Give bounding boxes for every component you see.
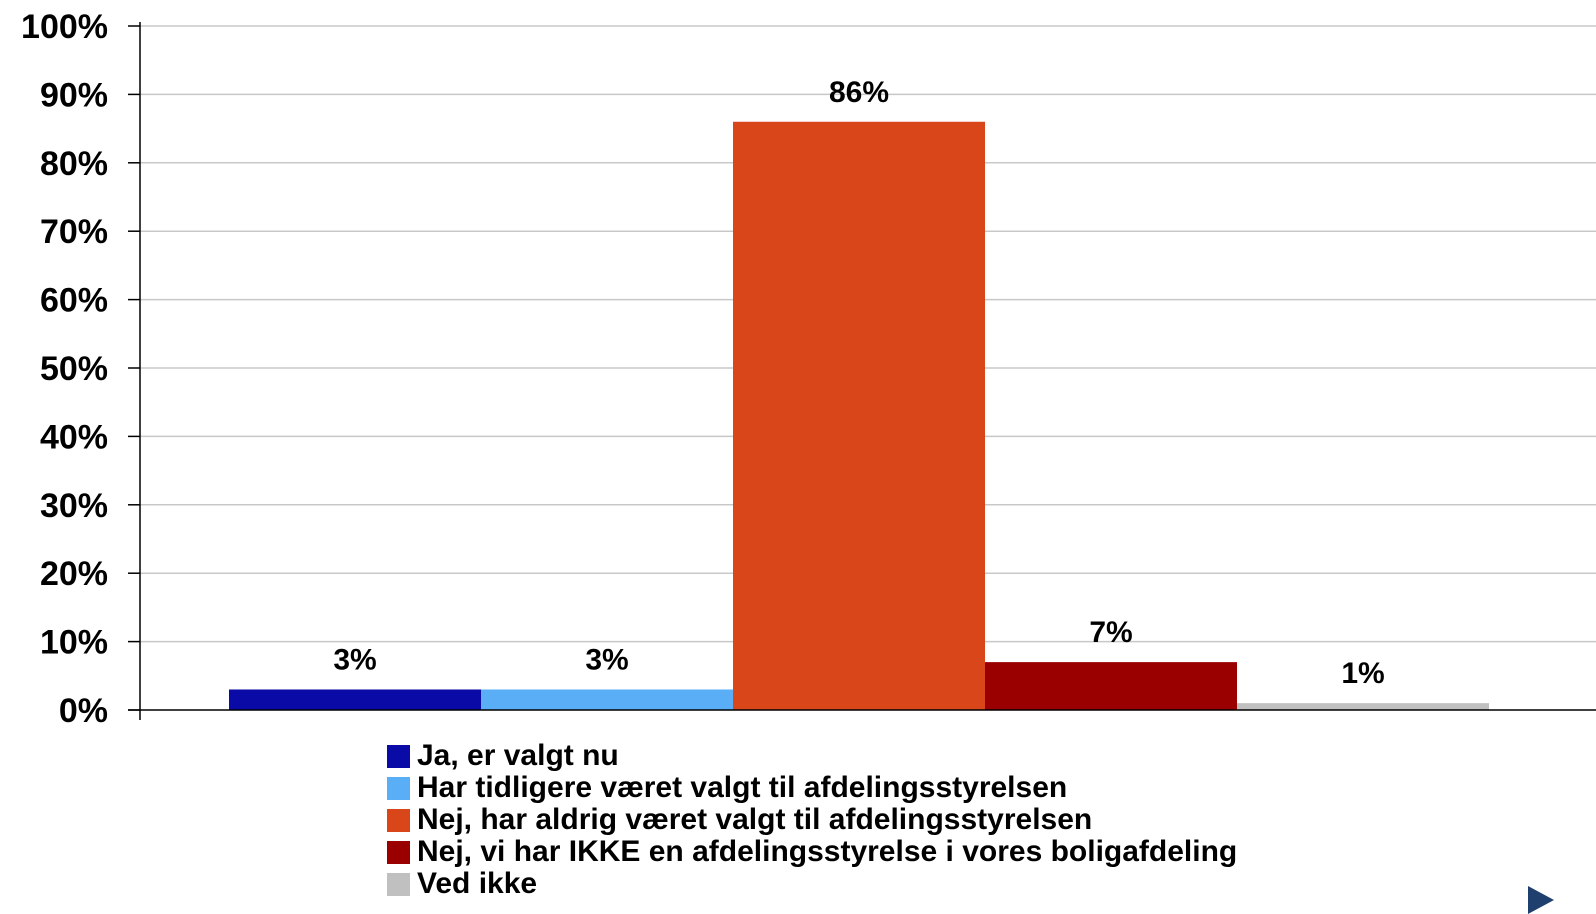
- axes: [128, 22, 1596, 720]
- legend-item: Nej, vi har IKKE en afdelingsstyrelse i …: [387, 836, 1237, 868]
- data-label: 86%: [829, 76, 889, 109]
- bar: [1237, 703, 1489, 710]
- y-tick-label: 30%: [40, 487, 108, 525]
- y-tick-label: 0%: [59, 692, 108, 730]
- legend-label: Har tidligere været valgt til afdelingss…: [417, 771, 1068, 804]
- legend-item: Ja, er valgt nu: [387, 740, 1237, 772]
- legend-swatch: [387, 840, 410, 864]
- legend-swatch: [387, 776, 410, 800]
- y-tick-label: 40%: [40, 418, 108, 456]
- legend-label: Ja, er valgt nu: [417, 739, 619, 772]
- labels: 0% 10% 20% 30% 40% 50% 60% 70% 80% 90% 100% 3% 3% 86%…: [21, 8, 1385, 730]
- y-tick-label: 20%: [40, 555, 108, 593]
- y-tick-label: 90%: [40, 76, 108, 114]
- data-label: 3%: [333, 643, 376, 676]
- legend-label: Nej, vi har IKKE en afdelingsstyrelse i …: [417, 835, 1238, 868]
- y-tick-label: 100%: [21, 8, 108, 46]
- y-tick-label: 10%: [40, 624, 108, 662]
- legend: Ja, er valgt nu Har tidligere været valg…: [387, 740, 1237, 900]
- y-tick-label: 70%: [40, 213, 108, 251]
- data-label: 1%: [1341, 657, 1384, 690]
- legend-item: Har tidligere været valgt til afdelingss…: [387, 772, 1237, 804]
- y-tick-label: 50%: [40, 350, 108, 388]
- data-label: 7%: [1089, 616, 1132, 649]
- legend-swatch: [387, 744, 410, 768]
- legend-item: Nej, har aldrig været valgt til afdeling…: [387, 804, 1237, 836]
- bar: [733, 121, 985, 710]
- legend-label: Ved ikke: [417, 867, 538, 900]
- data-label: 3%: [585, 643, 628, 676]
- legend-label: Nej, har aldrig været valgt til afdeling…: [417, 803, 1093, 836]
- bar: [985, 662, 1237, 710]
- bars: [229, 121, 1489, 710]
- bar: [481, 689, 733, 710]
- legend-item: Ved ikke: [387, 868, 1237, 900]
- y-tick-label: 60%: [40, 282, 108, 320]
- y-tick-label: 80%: [40, 145, 108, 183]
- bar: [229, 689, 481, 710]
- legend-swatch: [387, 808, 410, 832]
- legend-swatch: [387, 872, 410, 896]
- arrow-icon: [1528, 886, 1554, 914]
